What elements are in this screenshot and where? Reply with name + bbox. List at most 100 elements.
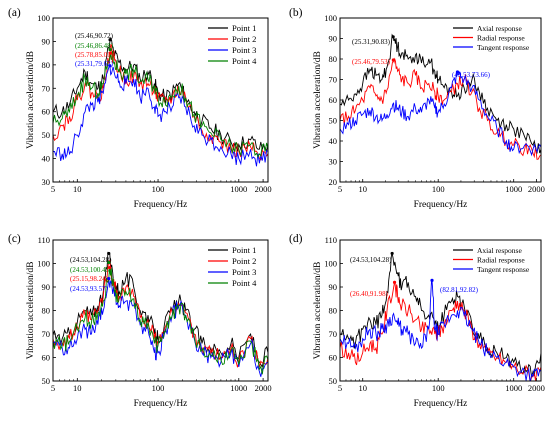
peak-annotation: (24.53,100.45) [70,266,112,274]
peak-marker [390,251,394,256]
x-tick-label: 2000 [528,184,545,194]
peak-annotation: (25.78,85.01) [75,51,114,59]
x-axis-label: Frequency/Hz [414,200,468,210]
y-tick-label: 80 [42,306,51,316]
y-tick-label: 60 [42,107,51,117]
legend-entry: Radial response [477,34,525,43]
legend-entry: Point 2 [232,256,256,266]
peak-marker [108,64,112,68]
peak-annotation: (25.31,79.62) [75,60,114,68]
legend-entry: Axial response [477,246,522,255]
peak-annotation: (26.40,91.98) [350,290,389,298]
peak-annotation: (82.81,92.82) [440,286,479,294]
series-line-3 [53,64,268,167]
panel-1: (a) 30 40 50 60 70 80 90 100 5 10 100 1000 2000 Freque… [8,7,272,210]
peak-marker [455,70,460,74]
x-tick-label: 10 [358,184,367,194]
x-tick-label: 1000 [230,184,247,194]
plot-frame [52,17,269,183]
legend-entry: Point 3 [232,267,256,277]
x-tick-label: 10 [73,383,82,393]
legend-entry: Tangent response [477,265,530,274]
peak-annotation: (25.15,98.24) [70,275,109,283]
legend-entry: Point 4 [232,56,257,66]
y-axis-label: Vibration acceleration/dB [26,262,36,360]
x-tick-label: 100 [152,184,165,194]
panel-label: (a) [8,7,21,19]
peak-marker [108,266,112,270]
y-tick-label: 90 [329,34,338,44]
y-tick-label: 40 [42,154,51,164]
x-tick-label: 5 [51,383,55,393]
y-tick-label: 70 [42,83,51,93]
y-tick-label: 30 [42,177,51,187]
x-tick-label: 100 [152,383,165,393]
peak-annotation: (24.53,104.28) [70,256,112,264]
legend-entry: Tangent response [477,43,530,52]
series-line-1 [53,36,268,153]
series-line-1 [340,33,541,154]
y-tick-label: 90 [329,282,338,292]
y-tick-label: 50 [329,376,338,386]
series-line-4 [53,50,268,158]
y-tick-label: 60 [329,95,338,105]
y-tick-label: 110 [38,235,50,245]
x-tick-label: 1000 [505,383,522,393]
peak-marker [108,48,112,52]
x-tick-label: 5 [338,383,342,393]
peak-annotation: (25.46,86.48) [75,42,114,50]
y-tick-label: 40 [329,136,338,146]
y-tick-label: 100 [324,259,337,269]
x-tick-label: 100 [432,383,445,393]
y-tick-label: 80 [329,54,338,64]
y-tick-label: 30 [329,157,338,167]
y-tick-label: 90 [42,36,51,46]
y-tick-label: 80 [42,60,51,70]
x-tick-label: 2000 [255,383,272,393]
peak-annotation: (25.31,90.83) [352,38,391,46]
x-axis-label: Frequency/Hz [134,200,188,210]
panel-label: (c) [8,233,21,245]
x-tick-label: 1000 [230,383,247,393]
y-tick-label: 70 [329,75,338,85]
panel-label: (d) [289,233,303,245]
peak-marker [107,277,111,281]
peak-marker [108,38,112,42]
series-line-3 [340,71,541,157]
peak-marker [107,260,111,265]
y-tick-label: 20 [329,177,338,187]
legend-entry: Axial response [477,24,522,33]
x-tick-label: 10 [73,184,82,194]
panel-4: (d) 50 60 70 80 90 100 110 5 10 100 1000 2000 Frequen… [289,233,545,409]
legend-entry: Point 2 [232,34,256,44]
x-tick-label: 100 [432,184,445,194]
y-tick-label: 50 [42,376,51,386]
series-line-2 [340,57,541,160]
series-line-4 [53,267,268,375]
x-tick-label: 2000 [528,383,545,393]
peak-marker [107,251,111,256]
peak-annotation: (24.53,93.57) [70,285,109,293]
x-tick-label: 2000 [255,184,272,194]
y-tick-label: 90 [42,282,51,292]
panel-label: (b) [289,7,303,19]
series-line-1 [53,251,268,368]
y-tick-label: 50 [42,130,51,140]
legend-entry: Point 1 [232,245,256,255]
y-tick-label: 50 [329,116,338,126]
y-tick-label: 80 [329,306,338,316]
y-tick-label: 60 [42,353,51,363]
y-axis-label: Vibration acceleration/dB [26,51,36,149]
x-tick-label: 10 [358,383,367,393]
legend-entry: Point 3 [232,45,256,55]
x-tick-label: 5 [338,184,342,194]
y-tick-label: 100 [324,13,337,23]
legend-entry: Point 1 [232,23,256,33]
y-axis-label: Vibration acceleration/dB [313,51,323,149]
peak-marker [392,280,397,284]
